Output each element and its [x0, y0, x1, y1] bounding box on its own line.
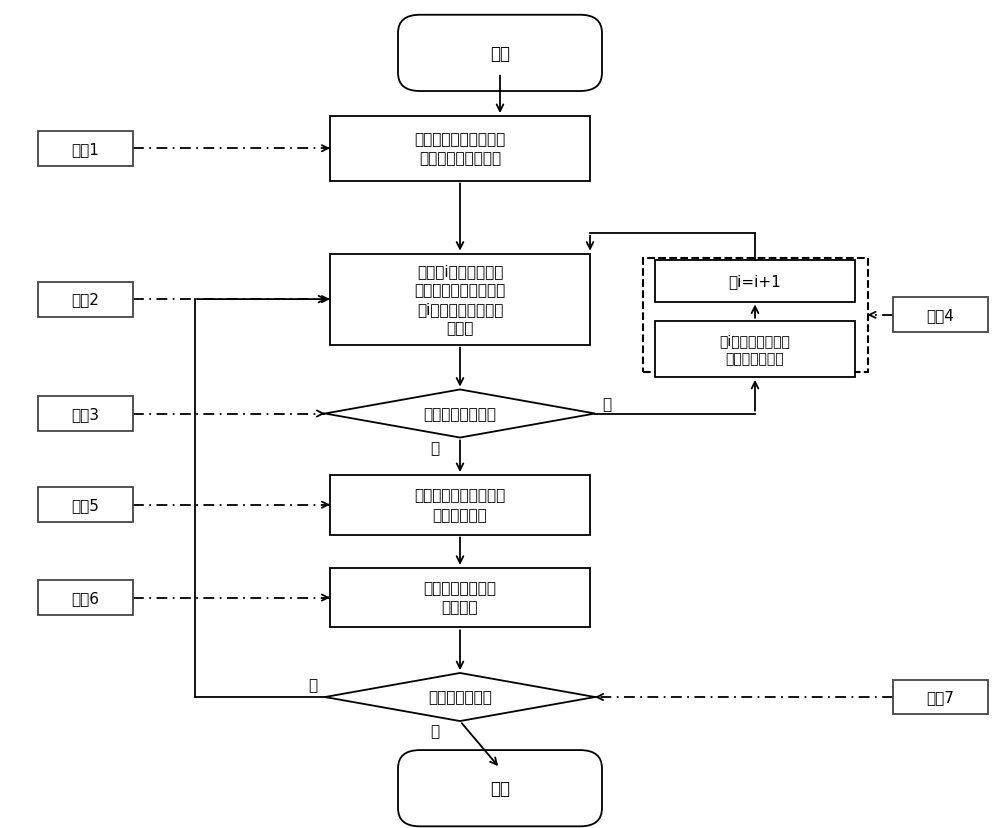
- Text: 计算到最后隔间？: 计算到最后隔间？: [424, 407, 496, 421]
- Text: 步骤1: 步骤1: [71, 142, 99, 156]
- Bar: [38, 580, 132, 615]
- Bar: [38, 397, 132, 431]
- Text: 否: 否: [602, 397, 612, 412]
- Text: 步骤7: 步骤7: [926, 690, 954, 705]
- Bar: [330, 475, 590, 535]
- FancyBboxPatch shape: [398, 16, 602, 92]
- Text: 步骤3: 步骤3: [71, 407, 99, 421]
- Bar: [330, 254, 590, 345]
- Bar: [893, 680, 988, 715]
- Bar: [38, 488, 132, 522]
- Text: 各个安全壳壁面的
温度计算: 各个安全壳壁面的 温度计算: [424, 580, 496, 615]
- Bar: [38, 282, 132, 317]
- Text: 步骤6: 步骤6: [71, 590, 99, 605]
- Text: 令i=i+1: 令i=i+1: [729, 274, 781, 289]
- Text: 初始化安全壳及非能动
安全壳空气冷却系统: 初始化安全壳及非能动 安全壳空气冷却系统: [414, 132, 506, 166]
- Text: 计算第i号隔间与相邻
安全壳壁面的换热以及
第i号隔间内的热工水
力状态: 计算第i号隔间与相邻 安全壳壁面的换热以及 第i号隔间内的热工水 力状态: [414, 263, 506, 336]
- Bar: [330, 568, 590, 628]
- Bar: [655, 321, 855, 378]
- Bar: [642, 258, 868, 373]
- Bar: [893, 298, 988, 333]
- Text: 达到计算时间？: 达到计算时间？: [428, 690, 492, 705]
- Polygon shape: [325, 390, 595, 438]
- Text: 是: 是: [430, 440, 440, 455]
- Text: 步骤4: 步骤4: [926, 308, 954, 323]
- Text: 步骤2: 步骤2: [71, 292, 99, 307]
- Text: 结束: 结束: [490, 779, 510, 797]
- Text: 是: 是: [430, 724, 440, 739]
- FancyBboxPatch shape: [398, 750, 602, 826]
- Text: 开始: 开始: [490, 45, 510, 63]
- Text: 空气自然循环冷却系统
流动换热计算: 空气自然循环冷却系统 流动换热计算: [414, 488, 506, 522]
- Bar: [655, 261, 855, 302]
- Text: 步骤5: 步骤5: [71, 498, 99, 513]
- Bar: [330, 117, 590, 181]
- Bar: [38, 132, 132, 166]
- Text: 第i号安全壳壁面的
冷凝水传递计算: 第i号安全壳壁面的 冷凝水传递计算: [720, 334, 790, 365]
- Text: 否: 否: [308, 677, 318, 692]
- Polygon shape: [325, 673, 595, 721]
